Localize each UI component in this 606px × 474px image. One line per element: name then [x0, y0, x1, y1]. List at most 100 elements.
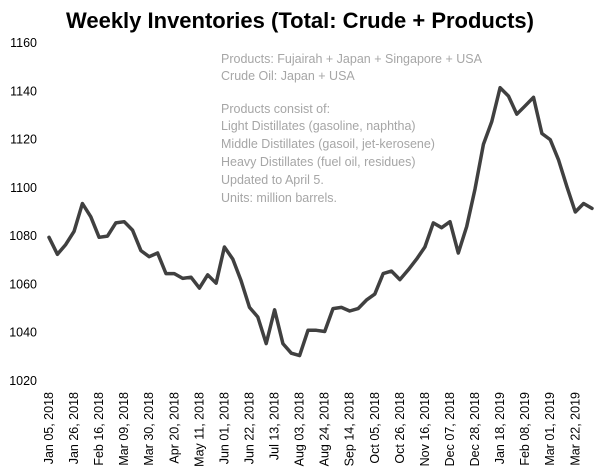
plot-area	[47, 85, 594, 358]
data-point	[81, 202, 84, 205]
data-point	[215, 282, 218, 285]
data-point	[390, 270, 393, 273]
y-axis-ticks: 1020 1040 1060 1080 1100 1120 1140 1160	[9, 36, 37, 388]
data-point	[139, 249, 142, 252]
data-point	[515, 113, 518, 116]
data-point	[507, 95, 510, 98]
data-point	[73, 230, 76, 233]
data-point	[148, 255, 151, 258]
data-point	[490, 120, 493, 123]
annotation-updated: Updated to April 5.	[221, 173, 324, 187]
data-point	[156, 252, 159, 255]
data-point	[114, 221, 117, 224]
x-tick-label: Mar 01, 2019	[543, 392, 557, 466]
data-point	[432, 221, 435, 224]
x-tick-label: Aug 03, 2018	[293, 392, 307, 466]
x-tick-label: Oct 26, 2018	[393, 392, 407, 464]
data-point	[56, 253, 59, 256]
x-tick-label: Aug 24, 2018	[318, 392, 332, 466]
x-tick-label: Feb 08, 2019	[518, 392, 532, 466]
data-point	[123, 220, 126, 223]
series-line-total-inventories	[47, 85, 594, 358]
data-point	[98, 236, 101, 239]
y-tick-label: 1140	[10, 84, 37, 98]
y-tick-label: 1060	[9, 277, 37, 291]
x-tick-label: Feb 16, 2018	[92, 392, 106, 466]
x-tick-label: Apr 20, 2018	[167, 392, 181, 464]
x-tick-label: Jan 18, 2019	[493, 392, 507, 464]
data-point	[457, 252, 460, 255]
x-tick-label: Jun 22, 2018	[242, 392, 256, 464]
x-tick-label: Oct 05, 2018	[368, 392, 382, 464]
data-point	[323, 330, 326, 333]
x-tick-label: Mar 22, 2019	[568, 392, 582, 466]
annotation-middle-distillates: Middle Distillates (gasoil, jet-kerosene…	[221, 137, 435, 151]
data-point	[131, 229, 134, 232]
data-point	[557, 159, 560, 162]
data-point	[48, 236, 51, 239]
x-tick-label: Jul 13, 2018	[268, 392, 282, 460]
data-point	[173, 272, 176, 275]
annotation-heavy-distillates: Heavy Distillates (fuel oil, residues)	[221, 155, 416, 169]
data-point	[165, 272, 168, 275]
data-point	[440, 226, 443, 229]
data-point	[582, 202, 585, 205]
data-point	[223, 246, 226, 249]
data-point	[449, 220, 452, 223]
data-point	[198, 287, 201, 290]
data-point	[332, 307, 335, 310]
data-point	[591, 207, 594, 210]
data-point	[382, 272, 385, 275]
data-point	[231, 258, 234, 261]
annotation-products-consist: Products consist of:	[221, 102, 330, 116]
y-tick-label: 1040	[9, 326, 37, 340]
data-point	[482, 143, 485, 146]
data-point	[64, 243, 67, 246]
y-tick-label: 1160	[10, 36, 37, 50]
data-point	[398, 278, 401, 281]
x-tick-label: Nov 16, 2018	[418, 392, 432, 466]
data-point	[206, 273, 209, 276]
data-point	[532, 96, 535, 99]
x-tick-label: Jun 01, 2018	[217, 392, 231, 464]
data-point	[357, 307, 360, 310]
data-point	[415, 258, 418, 261]
data-point	[281, 342, 284, 345]
y-tick-label: 1080	[9, 229, 37, 243]
x-tick-label: Mar 09, 2018	[117, 392, 131, 466]
annotation-light-distillates: Light Distillates (gasoline, naphtha)	[221, 119, 416, 133]
data-point	[465, 225, 468, 228]
y-tick-label: 1020	[9, 374, 37, 388]
data-point	[524, 104, 527, 107]
data-point	[423, 246, 426, 249]
data-point	[89, 215, 92, 218]
x-tick-label: Mar 30, 2018	[142, 392, 156, 466]
chart-title: Weekly Inventories (Total: Crude + Produ…	[66, 8, 534, 33]
data-point	[298, 354, 301, 357]
data-point	[365, 299, 368, 302]
data-point	[348, 310, 351, 313]
data-point	[256, 316, 259, 319]
x-tick-label: Sep 14, 2018	[343, 392, 357, 466]
data-point	[315, 329, 318, 332]
data-point	[273, 308, 276, 311]
x-tick-label: May 11, 2018	[192, 392, 206, 467]
y-tick-label: 1120	[10, 133, 37, 147]
x-tick-label: Jan 26, 2018	[67, 392, 81, 464]
data-point	[373, 293, 376, 296]
data-point	[190, 276, 193, 279]
annotation-crude: Crude Oil: Japan + USA	[221, 69, 355, 83]
data-point	[499, 86, 502, 89]
data-point	[307, 329, 310, 332]
data-point	[474, 188, 477, 191]
data-point	[540, 132, 543, 135]
data-point	[340, 306, 343, 309]
data-point	[240, 279, 243, 282]
data-point	[565, 185, 568, 188]
annotation-units: Units: million barrels.	[221, 191, 337, 205]
data-point	[407, 268, 410, 271]
data-point	[290, 352, 293, 355]
x-tick-label: Jan 05, 2018	[42, 392, 56, 464]
